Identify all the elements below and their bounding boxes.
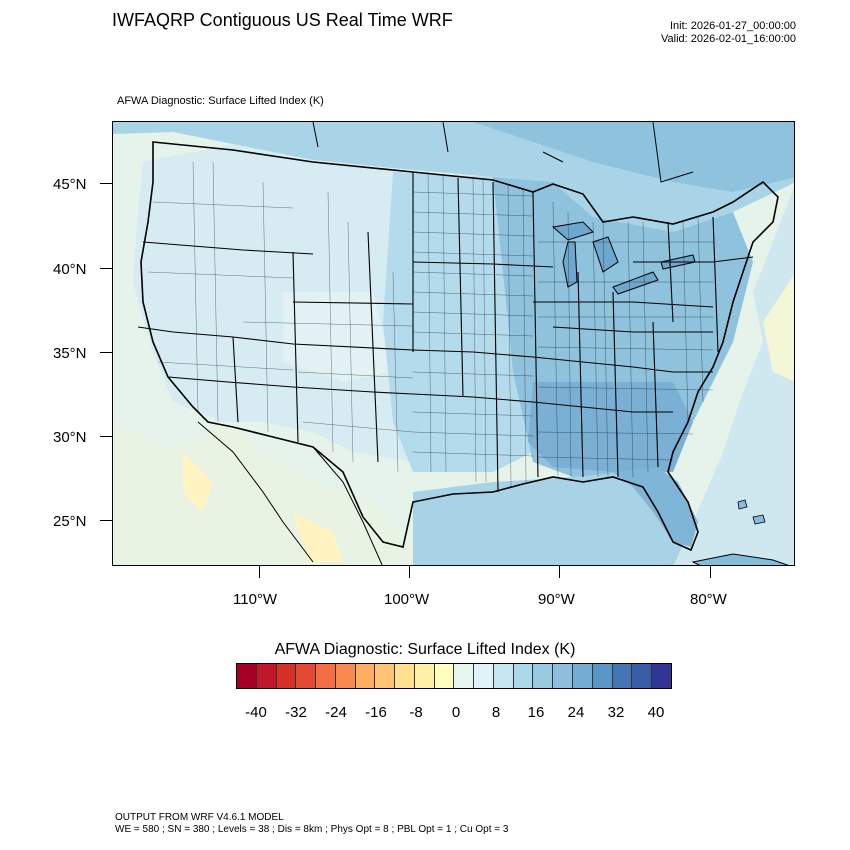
model-info: OUTPUT FROM WRF V4.6.1 MODEL WE = 580 ; … — [115, 812, 508, 836]
colorbar-swatch — [573, 664, 593, 688]
colorbar-swatch — [355, 664, 376, 688]
colorbar — [236, 663, 672, 689]
us-southeast-region — [528, 382, 693, 472]
lake-erie — [612, 271, 659, 295]
colorbar-tick-label: -8 — [409, 704, 423, 721]
lat-label-40: 40°N — [53, 261, 87, 278]
colorbar-swatch — [513, 664, 534, 688]
international-boundaries — [197, 122, 694, 565]
lat-tick — [100, 352, 112, 353]
colorbar-tick-label: 40 — [647, 704, 665, 721]
colorbar-tick-label: 24 — [567, 704, 585, 721]
colorbar-swatch — [256, 664, 277, 688]
lat-label-35: 35°N — [53, 345, 87, 362]
plateau-light-patch — [283, 292, 393, 382]
lon-tick — [710, 566, 711, 578]
colorbar-swatch — [434, 664, 455, 688]
colorbar-swatch — [237, 664, 257, 688]
lon-label-110w: 110°W — [233, 591, 278, 608]
colorbar-tick-label: 16 — [527, 704, 545, 721]
colorbar-swatch — [454, 664, 475, 688]
colorbar-title: AFWA Diagnostic: Surface Lifted Index (K… — [274, 641, 576, 658]
cuba — [691, 553, 789, 565]
run-times: Init: 2026-01-27_00:00:00 Valid: 2026-02… — [661, 20, 796, 46]
lifted-index-map — [113, 122, 794, 565]
colorbar-tick-label: 32 — [607, 704, 625, 721]
us-plains-region — [383, 172, 533, 472]
init-time: Init: 2026-01-27_00:00:00 — [670, 20, 796, 32]
sierra-madre-warm-patch — [293, 512, 343, 562]
colorbar-tick-label: 8 — [491, 704, 501, 721]
model-config: WE = 580 ; SN = 380 ; Levels = 38 ; Dis … — [115, 824, 509, 835]
lake-huron — [592, 236, 619, 273]
colorbar-tick-label: -40 — [245, 704, 267, 721]
colorbar-swatch — [414, 664, 435, 688]
lat-tick — [100, 268, 112, 269]
bahamas — [737, 499, 766, 525]
colorbar-swatch — [296, 664, 317, 688]
lon-label-90w: 90°W — [538, 591, 575, 608]
colorbar-swatch — [592, 664, 613, 688]
lat-tick — [100, 183, 112, 184]
valid-time: Valid: 2026-02-01_16:00:00 — [661, 33, 796, 45]
lat-label-45: 45°N — [53, 176, 87, 193]
lon-tick — [409, 566, 410, 578]
lon-label-80w: 80°W — [690, 591, 727, 608]
colorbar-swatch — [375, 664, 396, 688]
state-boundaries — [137, 172, 754, 493]
colorbar-tick-label: -24 — [325, 704, 347, 721]
map-panel — [112, 121, 795, 566]
gulf-of-mexico — [413, 472, 693, 565]
colorbar-swatch — [474, 664, 494, 688]
lat-label-30: 30°N — [53, 429, 87, 446]
colorbar-swatch — [316, 664, 336, 688]
lat-label-25: 25°N — [53, 513, 87, 530]
colorbar-swatch — [395, 664, 415, 688]
colorbar-swatch — [493, 664, 514, 688]
lon-tick — [259, 566, 260, 578]
colorbar-swatch — [335, 664, 356, 688]
colorbar-swatch — [612, 664, 633, 688]
colorbar-swatch — [632, 664, 653, 688]
colorbar-swatch — [553, 664, 574, 688]
figure-title: IWFAQRP Contiguous US Real Time WRF — [112, 10, 453, 30]
colorbar-tick-label: -16 — [365, 704, 387, 721]
canada-east-region — [473, 122, 794, 192]
atlantic-ocean — [673, 187, 794, 565]
baja-warm-patch — [183, 452, 213, 512]
model-version: OUTPUT FROM WRF V4.6.1 MODEL — [115, 812, 284, 823]
colorbar-tick-label: 0 — [451, 704, 461, 721]
map-subtitle: AFWA Diagnostic: Surface Lifted Index (K… — [117, 95, 324, 107]
colorbar-swatch — [276, 664, 297, 688]
lake-superior — [551, 221, 594, 241]
colorbar-tick-label: -32 — [285, 704, 307, 721]
lat-tick — [100, 436, 112, 437]
colorbar-swatch — [652, 664, 671, 688]
lon-label-100w: 100°W — [384, 591, 430, 608]
lat-tick — [100, 520, 112, 521]
colorbar-swatch — [533, 664, 554, 688]
us-west-region — [133, 144, 413, 462]
county-boundaries — [147, 161, 714, 488]
atlantic-warm-patch — [763, 275, 794, 382]
lon-tick — [559, 566, 560, 578]
